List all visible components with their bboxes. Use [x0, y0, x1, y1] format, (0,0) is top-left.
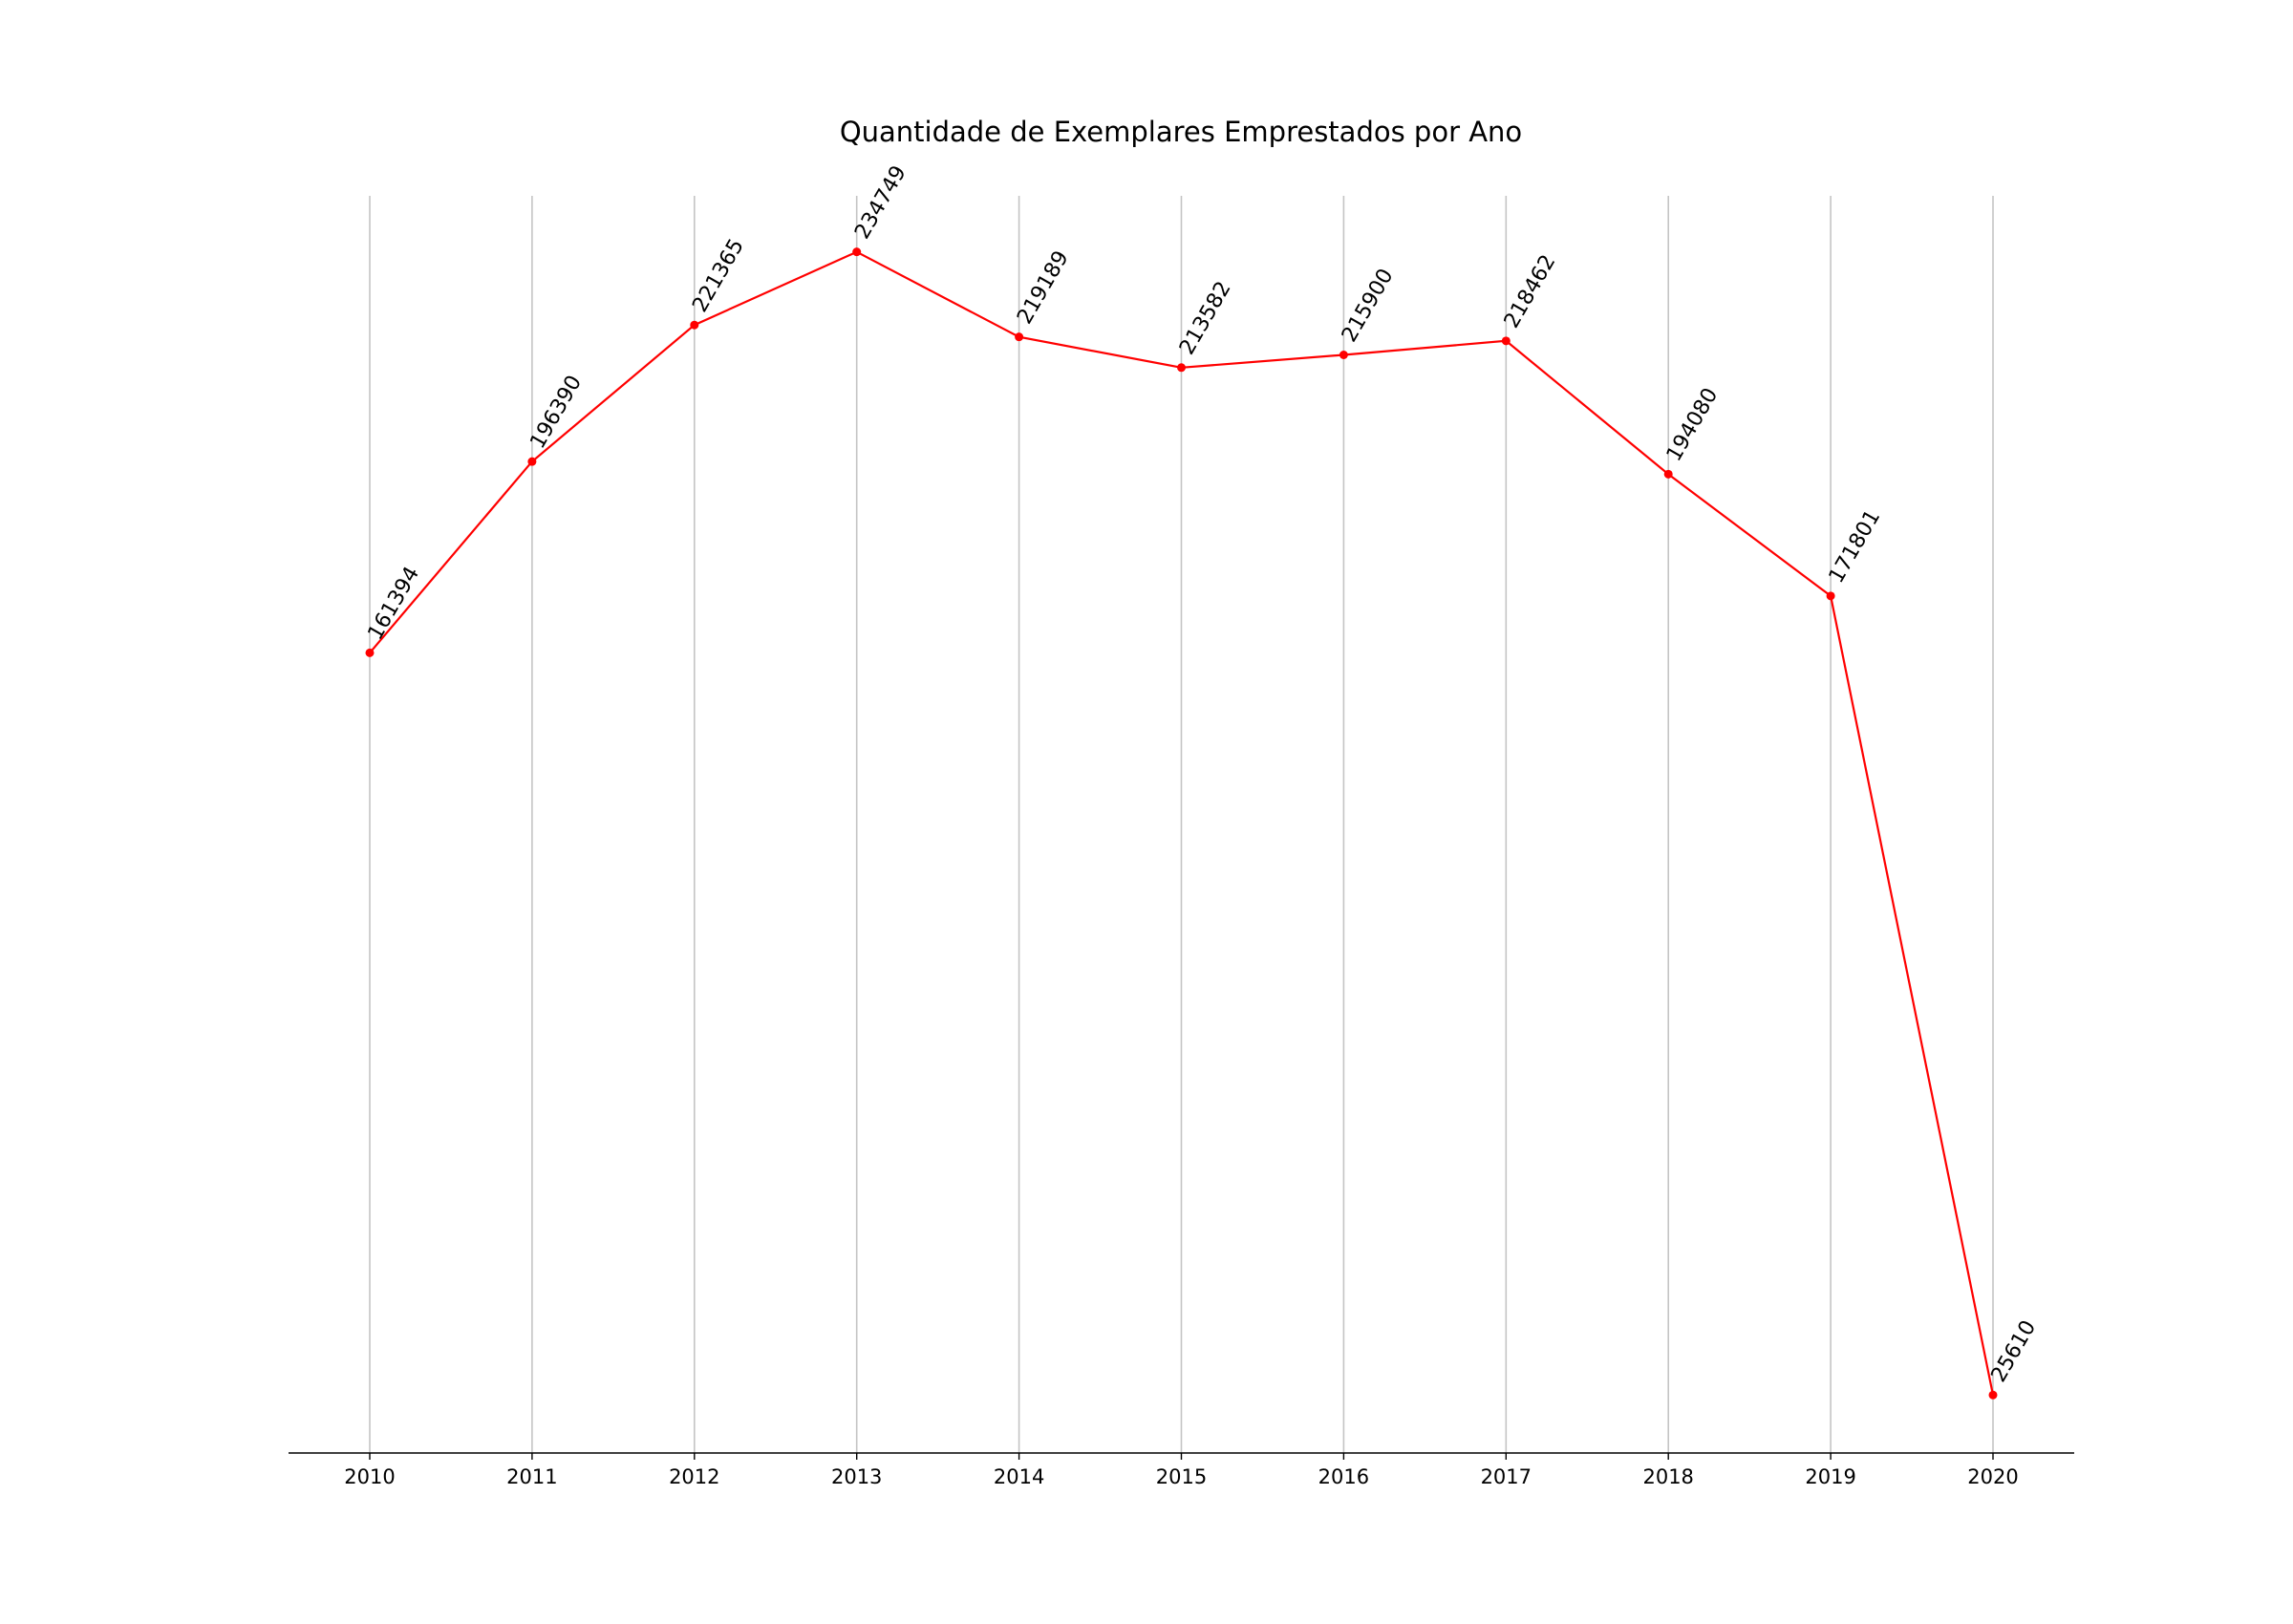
x-tick-label-2012: 2012 [669, 1465, 719, 1488]
data-point-2015 [1177, 363, 1186, 373]
x-tick-layer: 2010 2011 2012 2013 2014 2015 2016 2017 2018 2019… [344, 1453, 2019, 1488]
x-tick-label-2014: 2014 [994, 1465, 1044, 1488]
grid-layer [369, 196, 1994, 1453]
data-point-2012 [690, 320, 699, 330]
x-tick-label-2013: 2013 [831, 1465, 882, 1488]
data-point-2018 [1663, 469, 1673, 479]
x-tick-label-2020: 2020 [1967, 1465, 2018, 1488]
data-point-2010 [365, 648, 375, 657]
data-point-2013 [852, 247, 862, 257]
data-point-2017 [1501, 336, 1511, 346]
x-tick-label-2016: 2016 [1318, 1465, 1369, 1488]
data-point-2016 [1339, 351, 1348, 360]
series-layer [365, 247, 1998, 1400]
data-point-2019 [1826, 591, 1835, 601]
x-tick-label-2018: 2018 [1642, 1465, 1693, 1488]
data-point-2020 [1988, 1390, 1998, 1400]
x-tick-label-2011: 2011 [506, 1465, 557, 1488]
x-tick-label-2015: 2015 [1156, 1465, 1207, 1488]
x-tick-label-2019: 2019 [1805, 1465, 1855, 1488]
chart-title: Quantidade de Exemplares Emprestados por… [840, 116, 1522, 148]
x-tick-label-2017: 2017 [1481, 1465, 1532, 1488]
data-point-2014 [1015, 332, 1024, 342]
data-point-2011 [527, 457, 537, 466]
x-tick-label-2010: 2010 [344, 1465, 395, 1488]
